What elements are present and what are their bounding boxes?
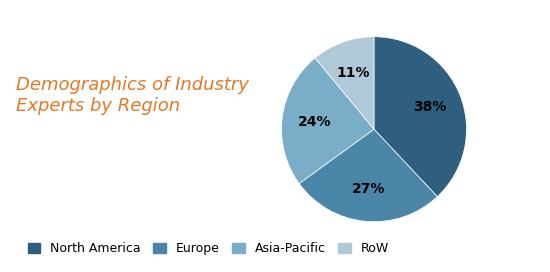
Text: Demographics of Industry
Experts by Region: Demographics of Industry Experts by Regi…: [16, 76, 249, 115]
Legend: North America, Europe, Asia-Pacific, RoW: North America, Europe, Asia-Pacific, RoW: [23, 237, 394, 260]
Wedge shape: [315, 37, 374, 129]
Wedge shape: [299, 129, 437, 222]
Wedge shape: [282, 58, 374, 184]
Text: 11%: 11%: [337, 66, 370, 80]
Wedge shape: [374, 37, 466, 197]
Text: 27%: 27%: [351, 182, 385, 196]
Text: 24%: 24%: [298, 115, 331, 129]
Text: 38%: 38%: [413, 100, 447, 114]
